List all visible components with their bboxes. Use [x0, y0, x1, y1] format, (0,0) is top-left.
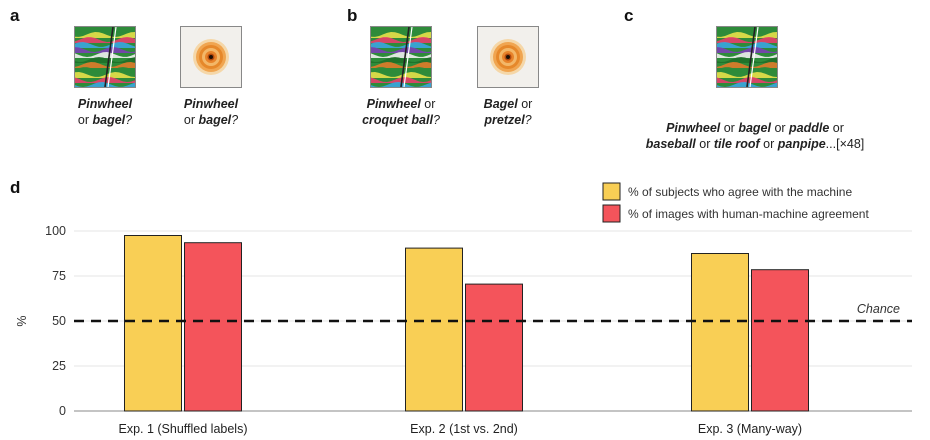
caption-c: Pinwheel or bagel or paddle or baseball …	[645, 121, 865, 151]
bar-series-2	[184, 242, 242, 412]
pinwheel-stimulus-icon	[74, 26, 136, 88]
pinwheel-stimulus-icon	[370, 26, 432, 88]
caption-b-2: Bagel or pretzel?	[483, 97, 533, 127]
bagel-stimulus-icon	[180, 26, 242, 88]
y-tick-label: 0	[59, 404, 66, 418]
x-category-label: Exp. 2 (1st vs. 2nd)	[410, 422, 518, 436]
panel-letter-b: b	[347, 6, 358, 25]
x-category-label: Exp. 1 (Shuffled labels)	[118, 422, 247, 436]
legend-swatch-2	[602, 204, 621, 223]
caption-a-1: Pinwheel or bagel?	[77, 97, 133, 127]
y-tick-label: 75	[52, 269, 66, 283]
bar-series-1	[124, 235, 182, 412]
bar-series-2	[751, 269, 809, 412]
y-tick-label: 25	[52, 359, 66, 373]
caption-b-1: Pinwheel or croquet ball?	[362, 97, 440, 127]
y-tick-label: 100	[45, 224, 66, 238]
chance-label: Chance	[857, 302, 900, 316]
bar-series-1	[691, 253, 749, 412]
legend-label-1: % of subjects who agree with the machine	[628, 185, 852, 199]
panel-letter-d: d	[10, 178, 21, 197]
bar-series-1	[405, 247, 463, 412]
legend-label-2: % of images with human-machine agreement	[628, 207, 869, 221]
bar-series-2	[465, 283, 523, 412]
panel-letter-c: c	[624, 6, 634, 25]
bagel-stimulus-icon	[477, 26, 539, 88]
legend-swatch-1	[602, 182, 621, 201]
x-category-label: Exp. 3 (Many-way)	[698, 422, 802, 436]
bar-chart: 0 25 50 75 100% Exp. 1 (Shuffled labels) Exp. …	[15, 182, 912, 436]
panel-letter-a: a	[10, 6, 20, 25]
y-tick-label: 50	[52, 314, 66, 328]
caption-a-2: Pinwheel or bagel?	[183, 97, 239, 127]
y-axis-label: %	[15, 315, 29, 326]
pinwheel-stimulus-icon	[716, 26, 778, 88]
